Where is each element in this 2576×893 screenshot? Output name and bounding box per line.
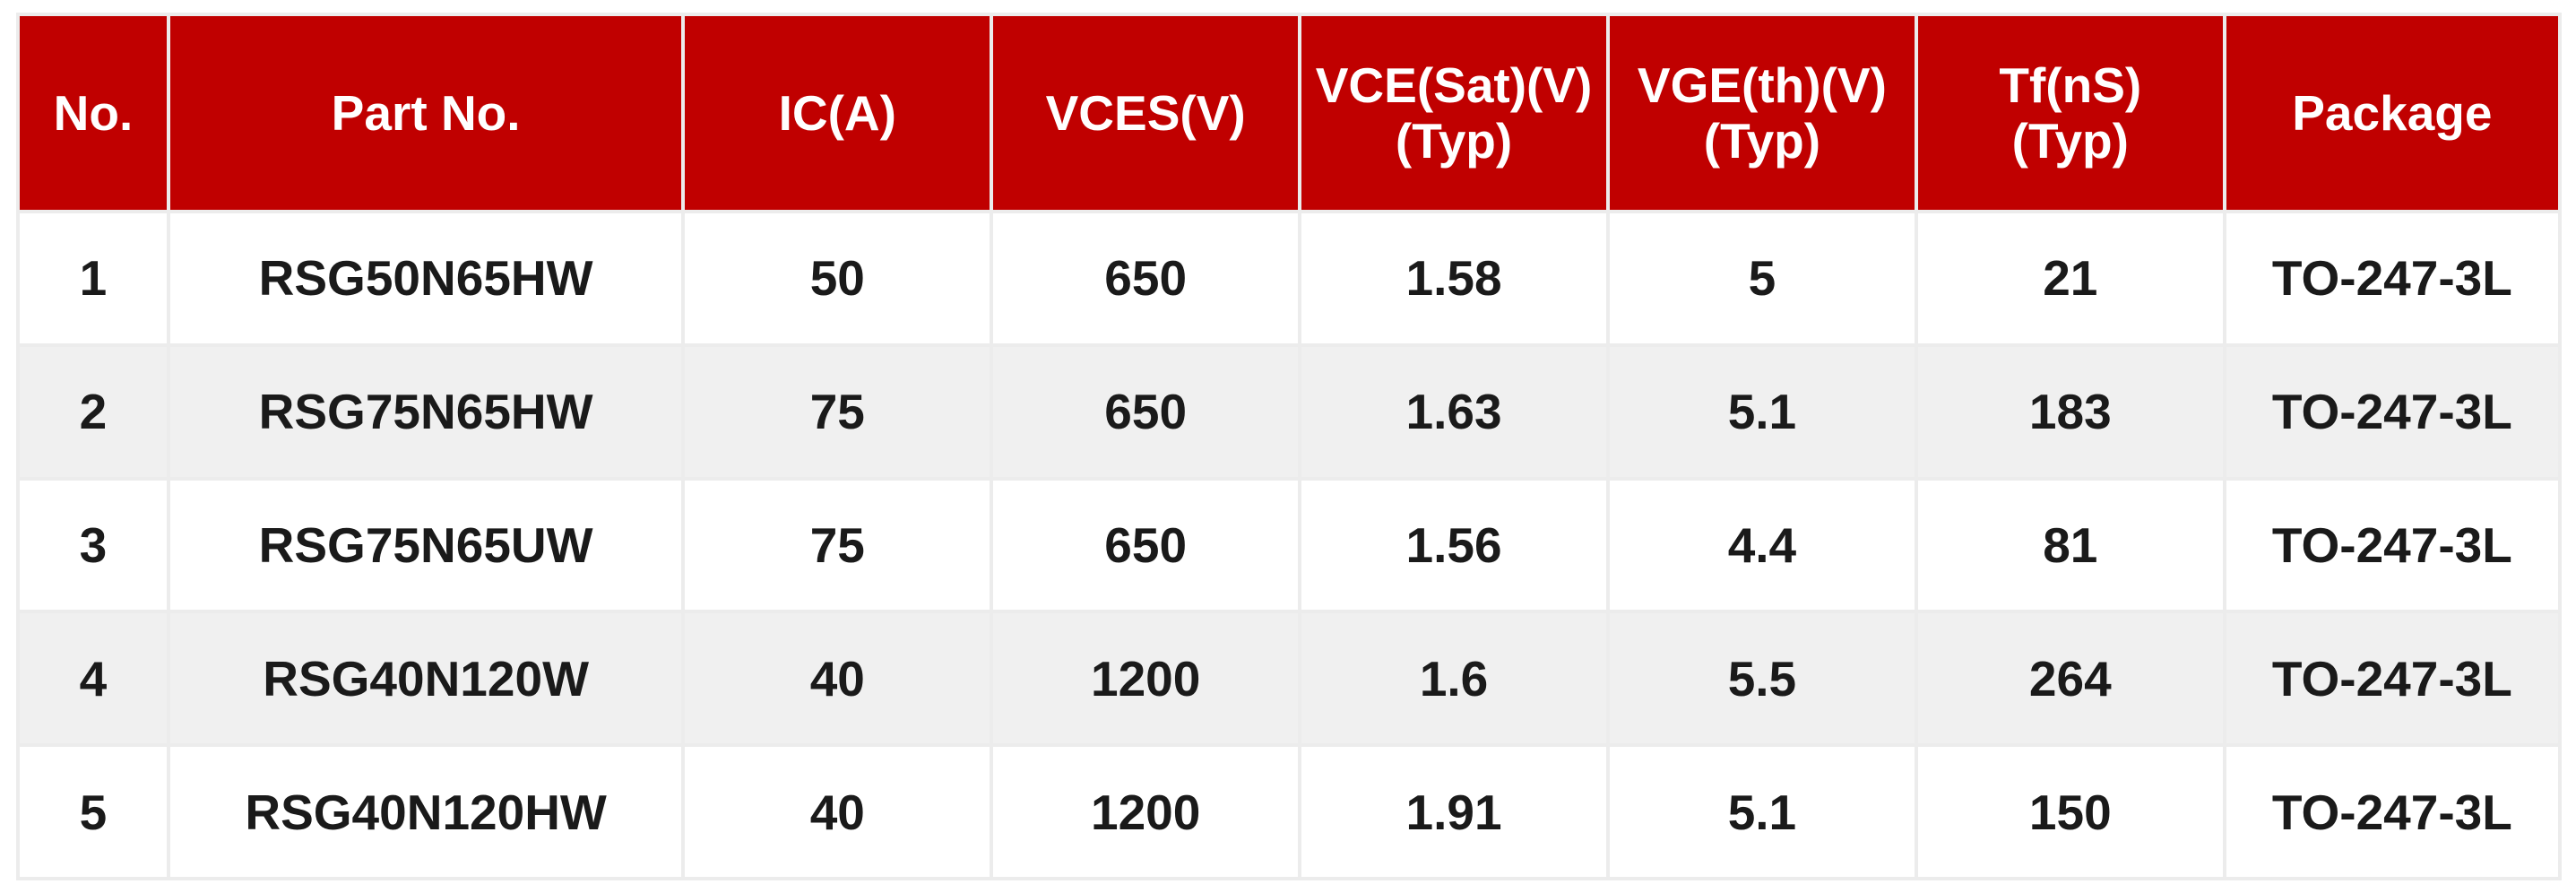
cell-package: TO-247-3L: [2226, 747, 2558, 877]
cell-tf: 81: [1917, 480, 2223, 611]
cell-vce-sat: 1.6: [1301, 613, 1606, 744]
cell-package: TO-247-3L: [2226, 213, 2558, 343]
table-body: 1 RSG50N65HW 50 650 1.58 5 21 TO-247-3L …: [20, 213, 2558, 877]
header-cell-vces: VCES(V): [993, 16, 1299, 210]
cell-ic: 50: [685, 213, 990, 343]
table-row: 5 RSG40N120HW 40 1200 1.91 5.1 150 TO-24…: [20, 747, 2558, 877]
cell-vces: 650: [993, 213, 1299, 343]
cell-vge-th: 5.1: [1609, 747, 1915, 877]
cell-vces: 650: [993, 480, 1299, 611]
header-cell-tf: Tf(nS) (Typ): [1917, 16, 2223, 210]
cell-vces: 1200: [993, 613, 1299, 744]
igbt-spec-table: No. Part No. IC(A) VCES(V) VCE(Sat)(V) (…: [16, 13, 2562, 880]
cell-part-no: RSG75N65UW: [169, 480, 682, 611]
header-cell-part-no: Part No.: [169, 16, 682, 210]
cell-vce-sat: 1.63: [1301, 346, 1606, 477]
header-cell-ic: IC(A): [685, 16, 990, 210]
cell-no: 2: [20, 346, 167, 477]
cell-ic: 75: [685, 480, 990, 611]
cell-vces: 650: [993, 346, 1299, 477]
table-row: 2 RSG75N65HW 75 650 1.63 5.1 183 TO-247-…: [20, 346, 2558, 477]
cell-no: 1: [20, 213, 167, 343]
igbt-spec-table-container: No. Part No. IC(A) VCES(V) VCE(Sat)(V) (…: [16, 13, 2562, 880]
cell-tf: 150: [1917, 747, 2223, 877]
header-cell-vce-sat: VCE(Sat)(V) (Typ): [1301, 16, 1606, 210]
cell-part-no: RSG40N120W: [169, 613, 682, 744]
cell-vge-th: 5.1: [1609, 346, 1915, 477]
cell-package: TO-247-3L: [2226, 613, 2558, 744]
cell-tf: 21: [1917, 213, 2223, 343]
table-row: 3 RSG75N65UW 75 650 1.56 4.4 81 TO-247-3…: [20, 480, 2558, 611]
cell-vge-th: 5: [1609, 213, 1915, 343]
cell-ic: 75: [685, 346, 990, 477]
cell-tf: 183: [1917, 346, 2223, 477]
cell-package: TO-247-3L: [2226, 480, 2558, 611]
header-cell-vge-th: VGE(th)(V) (Typ): [1609, 16, 1915, 210]
cell-vce-sat: 1.91: [1301, 747, 1606, 877]
cell-no: 4: [20, 613, 167, 744]
cell-part-no: RSG50N65HW: [169, 213, 682, 343]
cell-no: 3: [20, 480, 167, 611]
cell-part-no: RSG40N120HW: [169, 747, 682, 877]
header-cell-no: No.: [20, 16, 167, 210]
header-row: No. Part No. IC(A) VCES(V) VCE(Sat)(V) (…: [20, 16, 2558, 210]
cell-part-no: RSG75N65HW: [169, 346, 682, 477]
cell-vce-sat: 1.58: [1301, 213, 1606, 343]
table-row: 1 RSG50N65HW 50 650 1.58 5 21 TO-247-3L: [20, 213, 2558, 343]
cell-vce-sat: 1.56: [1301, 480, 1606, 611]
table-header: No. Part No. IC(A) VCES(V) VCE(Sat)(V) (…: [20, 16, 2558, 210]
cell-tf: 264: [1917, 613, 2223, 744]
cell-package: TO-247-3L: [2226, 346, 2558, 477]
header-cell-package: Package: [2226, 16, 2558, 210]
cell-vge-th: 4.4: [1609, 480, 1915, 611]
cell-ic: 40: [685, 747, 990, 877]
table-row: 4 RSG40N120W 40 1200 1.6 5.5 264 TO-247-…: [20, 613, 2558, 744]
cell-vge-th: 5.5: [1609, 613, 1915, 744]
cell-vces: 1200: [993, 747, 1299, 877]
cell-no: 5: [20, 747, 167, 877]
cell-ic: 40: [685, 613, 990, 744]
